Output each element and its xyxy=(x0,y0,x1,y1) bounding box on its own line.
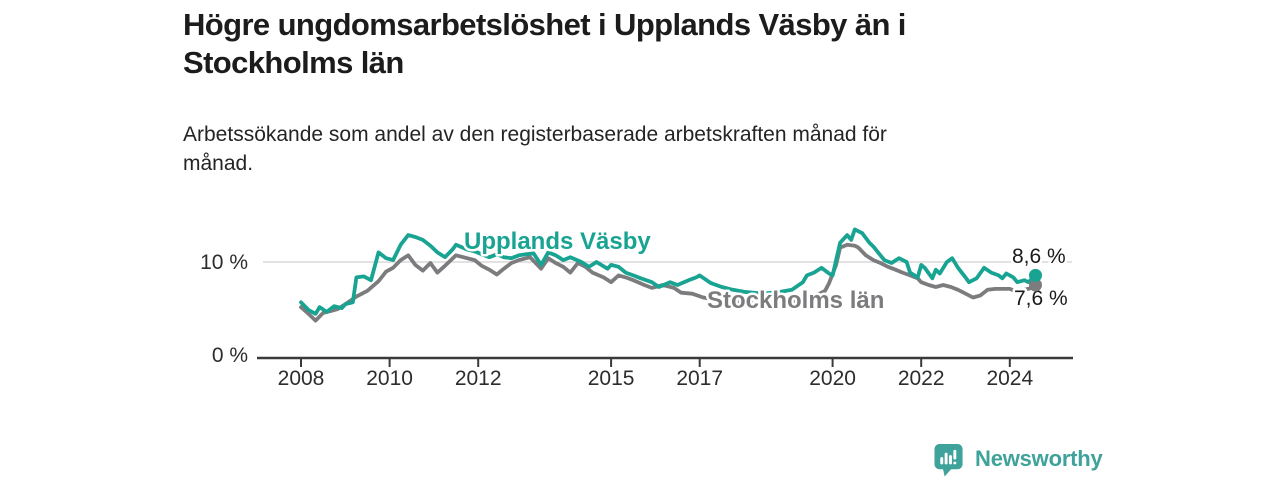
value-label-stockholms-lan: 7,6 % xyxy=(1014,287,1068,310)
x-tick-label-2012: 2012 xyxy=(455,367,502,390)
value-label-upplands-vasby: 8,6 % xyxy=(1012,245,1066,268)
chart-subtitle: Arbetssökande som andel av den registerb… xyxy=(183,120,887,178)
brand-name: Newsworthy xyxy=(975,446,1103,471)
series-label-upplands-vasby: Upplands Väsby xyxy=(464,228,651,255)
series-end-dot-stockholms-lan xyxy=(1029,278,1042,292)
x-tick-label-2008: 2008 xyxy=(278,367,325,390)
y-tick-label-10-percent: 10 % xyxy=(200,251,248,274)
x-tick-label-2015: 2015 xyxy=(588,367,635,390)
x-tick-label-2010: 2010 xyxy=(366,367,413,390)
page-title-line-2: Stockholms län xyxy=(183,45,404,80)
chart-subtitle-line-2: månad. xyxy=(183,152,254,175)
series-label-stockholms-lan: Stockholms län xyxy=(707,287,884,314)
y-tick-label-0-percent: 0 % xyxy=(212,344,248,367)
x-tick-label-2017: 2017 xyxy=(676,367,723,390)
series-line-stockholms-lan xyxy=(299,242,1038,323)
x-tick-label-2020: 2020 xyxy=(809,367,856,390)
brand-footer: Newsworthy xyxy=(934,443,1103,478)
series-line-upplands-vasby xyxy=(299,227,1038,316)
x-tick-label-2024: 2024 xyxy=(986,367,1033,390)
chart-header: Högre ungdomsarbetslöshet i Upplands Väs… xyxy=(183,6,906,82)
series-end-dot-upplands-vasby xyxy=(1029,268,1042,282)
chart-subtitle-line-1: Arbetssökande som andel av den registerb… xyxy=(183,123,887,146)
x-tick-label-2022: 2022 xyxy=(898,367,945,390)
newsworthy-speech-bubble-bar-chart-icon xyxy=(934,444,963,477)
page-title-line-1: Högre ungdomsarbetslöshet i Upplands Väs… xyxy=(183,7,906,42)
